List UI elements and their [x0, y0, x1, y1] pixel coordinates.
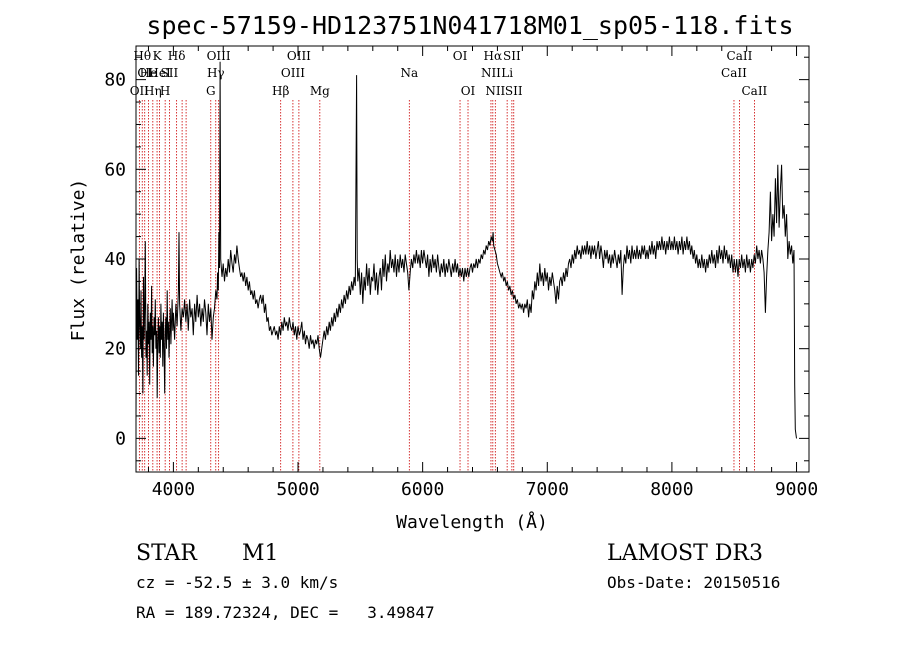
line-label-6: HeI — [148, 66, 171, 80]
line-label-23: Hα — [484, 49, 503, 63]
x-axis-ticks: 4000 5000 6000 7000 8000 9000 — [147, 46, 818, 500]
line-label-4: Hη — [144, 84, 162, 98]
y-tick-label-2: 40 — [104, 249, 126, 270]
survey-name: LAMOST DR3 — [607, 541, 763, 566]
line-label-9: Hδ — [168, 49, 186, 63]
x-tick-label-0: 4000 — [152, 479, 195, 500]
line-label-7: H — [160, 84, 170, 98]
line-label-26: SII — [503, 49, 521, 63]
object-subclass: M1 — [242, 541, 279, 566]
object-class: STAR — [136, 541, 198, 566]
x-tick-label-2: 6000 — [401, 479, 444, 500]
line-label-25: Li — [501, 66, 513, 80]
y-axis-ticks: 0 20 40 60 80 — [104, 56, 809, 462]
line-label-8: SII — [161, 66, 179, 80]
line-label-24: NII — [485, 84, 505, 98]
emission-line-markers: OIIHθOIHeHηKHeIHSIIHδGHγOIIIHβOIIIOIIIMg… — [130, 49, 768, 472]
redshift-cz: cz = -52.5 ± 3.0 km/s — [136, 573, 338, 592]
y-axis-label: Flux (relative) — [68, 179, 89, 342]
observation-date: Obs-Date: 20150516 — [607, 573, 780, 592]
line-label-19: Na — [400, 66, 418, 80]
line-label-21: OI — [461, 84, 476, 98]
line-label-30: CaII — [741, 84, 767, 98]
y-tick-label-0: 0 — [115, 428, 126, 449]
line-label-16: OIII — [281, 66, 305, 80]
line-label-13: Hγ — [207, 66, 225, 80]
line-label-17: OIII — [287, 49, 311, 63]
line-label-5: K — [153, 49, 163, 63]
line-label-1: Hθ — [133, 49, 151, 63]
line-label-18: Mg — [310, 84, 330, 98]
ra-dec: RA = 189.72324, DEC = 3.49847 — [136, 603, 435, 622]
plot-frame — [135, 45, 810, 473]
x-tick-label-5: 9000 — [775, 479, 818, 500]
line-label-28: CaII — [721, 66, 747, 80]
x-tick-label-4: 8000 — [650, 479, 693, 500]
line-label-14: OIII — [207, 49, 231, 63]
line-label-0: OII — [130, 84, 150, 98]
x-axis-label: Wavelength (Å) — [396, 511, 548, 533]
y-tick-label-3: 60 — [104, 159, 126, 180]
spectrum-series — [135, 61, 797, 439]
y-tick-label-4: 80 — [104, 70, 126, 91]
line-label-20: OI — [453, 49, 468, 63]
line-label-2: OI — [137, 66, 152, 80]
x-tick-label-1: 5000 — [276, 479, 319, 500]
line-label-27: SII — [505, 84, 523, 98]
line-label-22: NII — [481, 66, 501, 80]
x-tick-label-3: 7000 — [526, 479, 569, 500]
line-label-15: Hβ — [272, 84, 289, 98]
chart-title: spec-57159-HD123751N041718M01_sp05-118.f… — [146, 11, 793, 40]
line-label-12: G — [206, 84, 216, 98]
line-label-3: He — [140, 66, 158, 80]
line-label-29: CaII — [727, 49, 753, 63]
y-tick-label-1: 20 — [104, 339, 126, 360]
